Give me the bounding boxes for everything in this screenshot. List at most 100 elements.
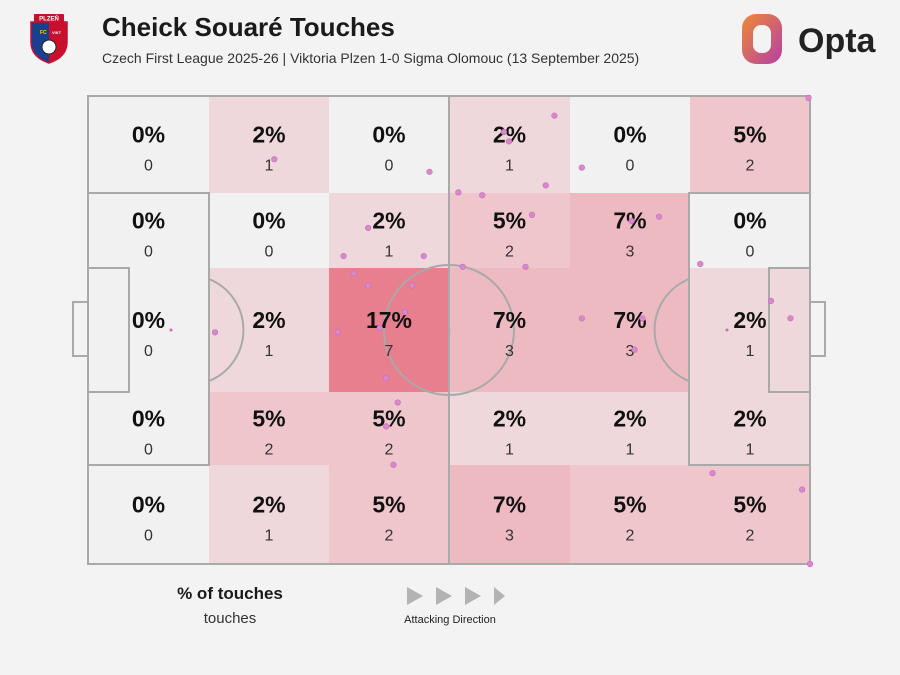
zone-count-label: 1 bbox=[505, 442, 514, 459]
zone-cell-r5-c1 bbox=[88, 465, 209, 564]
header: PLZEŇ FC VIKT Cheick Souaré Touches Czec… bbox=[0, 0, 900, 80]
zone-percent-label: 2% bbox=[613, 406, 646, 432]
touch-point bbox=[767, 297, 775, 305]
zone-count-label: 1 bbox=[626, 442, 635, 459]
zone-count-label: 0 bbox=[746, 244, 755, 261]
zone-cell-r1-c2 bbox=[209, 96, 329, 193]
touch-point bbox=[383, 423, 390, 430]
touch-point bbox=[578, 315, 585, 322]
touch-point bbox=[271, 156, 278, 163]
touch-point bbox=[365, 224, 372, 232]
zone-percent-label: 5% bbox=[733, 492, 766, 518]
touch-point bbox=[365, 282, 372, 289]
zone-count-label: 3 bbox=[626, 343, 635, 360]
zone-cell-r3-c4 bbox=[449, 268, 570, 392]
centre-spot bbox=[447, 328, 451, 332]
zone-cell-r5-c2 bbox=[209, 465, 329, 564]
zone-cell-r4-c6 bbox=[690, 392, 810, 465]
touch-point bbox=[420, 252, 427, 260]
zone-count-label: 1 bbox=[746, 343, 755, 360]
zone-percent-label: 2% bbox=[733, 307, 766, 333]
legend: % of touches touches bbox=[150, 584, 310, 627]
zone-count-label: 1 bbox=[265, 343, 274, 360]
zone-count-label: 0 bbox=[144, 244, 153, 261]
page-title: Cheick Souaré Touches bbox=[102, 12, 395, 42]
zone-count-label: 3 bbox=[626, 244, 635, 261]
zone-percent-label: 7% bbox=[493, 307, 526, 333]
direction-arrows-icon bbox=[407, 587, 505, 605]
touch-point bbox=[334, 328, 341, 335]
zone-percent-label: 5% bbox=[733, 122, 766, 148]
zone-count-label: 2 bbox=[746, 158, 755, 175]
zone-cell-r5-c4 bbox=[449, 465, 570, 564]
zone-count-label: 0 bbox=[144, 343, 153, 360]
zone-cell-r4-c1 bbox=[88, 392, 209, 465]
touch-point bbox=[697, 260, 704, 268]
zone-percent-label: 0% bbox=[132, 406, 165, 432]
zone-cell-r1-c4 bbox=[449, 96, 570, 193]
zone-percent-label: 0% bbox=[132, 208, 165, 234]
touch-point bbox=[350, 270, 357, 277]
zone-cell-r3-c1 bbox=[88, 268, 209, 392]
zone-count-label: 2 bbox=[626, 528, 635, 545]
zone-cell-r4-c4 bbox=[449, 392, 570, 465]
zone-cell-r3-c6 bbox=[690, 268, 810, 392]
zone-percent-label: 5% bbox=[372, 492, 405, 518]
touch-point bbox=[709, 470, 716, 477]
zone-percent-label: 5% bbox=[252, 406, 285, 432]
touch-point bbox=[401, 309, 409, 316]
legend-subtitle: touches bbox=[203, 610, 257, 627]
zone-count-label: 0 bbox=[385, 158, 394, 175]
zone-count-label: 1 bbox=[265, 158, 274, 175]
zone-cell-r2-c2 bbox=[209, 193, 329, 268]
zone-cell-r1-c1 bbox=[88, 96, 209, 193]
svg-text:FC: FC bbox=[40, 30, 47, 36]
right-penalty-spot bbox=[725, 328, 729, 332]
attacking-direction: Attacking Direction bbox=[390, 586, 510, 626]
zone-percent-label: 2% bbox=[252, 307, 285, 333]
zone-cell-r5-c6 bbox=[690, 465, 810, 564]
viktoria-plzen-crest-icon: PLZEŇ FC VIKT bbox=[30, 14, 68, 64]
zone-count-label: 2 bbox=[505, 244, 514, 261]
touch-point bbox=[455, 189, 462, 196]
touch-point bbox=[390, 461, 397, 468]
left-goal bbox=[72, 301, 89, 357]
direction-arrows bbox=[390, 586, 510, 608]
zone-cell-r4-c3 bbox=[329, 392, 449, 465]
zone-percent-label: 0% bbox=[132, 492, 165, 518]
right-goal bbox=[809, 301, 826, 357]
zone-percent-label: 0% bbox=[132, 122, 165, 148]
touch-point bbox=[211, 329, 219, 336]
zone-count-label: 3 bbox=[505, 343, 514, 360]
zone-cell-r5-c5 bbox=[570, 465, 690, 564]
touch-point bbox=[505, 138, 513, 145]
pitch-markings bbox=[72, 95, 826, 565]
zone-cell-r1-c5 bbox=[570, 96, 690, 193]
zone-count-label: 3 bbox=[505, 528, 514, 545]
svg-text:VIKT: VIKT bbox=[52, 30, 62, 35]
touch-point bbox=[383, 375, 390, 382]
touch-point bbox=[426, 168, 433, 175]
zone-count-label: 7 bbox=[385, 343, 394, 360]
zone-count-label: 0 bbox=[144, 528, 153, 545]
touch-point bbox=[628, 217, 635, 225]
zone-percent-label: 0% bbox=[613, 122, 646, 148]
zone-percent-label: 2% bbox=[252, 492, 285, 518]
zone-count-label: 2 bbox=[385, 442, 394, 459]
touch-point bbox=[639, 315, 646, 322]
touch-point bbox=[798, 486, 806, 493]
zone-count-label: 2 bbox=[746, 528, 755, 545]
zone-count-label: 1 bbox=[265, 528, 274, 545]
zone-percent-label: 0% bbox=[132, 307, 165, 333]
zone-count-label: 0 bbox=[144, 442, 153, 459]
touch-point bbox=[528, 211, 536, 218]
match-subtitle: Czech First League 2025-26 | Viktoria Pl… bbox=[102, 50, 640, 66]
zone-cell-r2-c1 bbox=[88, 193, 209, 268]
touch-point bbox=[522, 263, 529, 270]
touch-point bbox=[551, 112, 558, 119]
touch-point bbox=[787, 315, 794, 322]
zone-count-label: 2 bbox=[385, 528, 394, 545]
zone-percent-label: 5% bbox=[493, 208, 526, 234]
zone-count-label: 1 bbox=[746, 442, 755, 459]
